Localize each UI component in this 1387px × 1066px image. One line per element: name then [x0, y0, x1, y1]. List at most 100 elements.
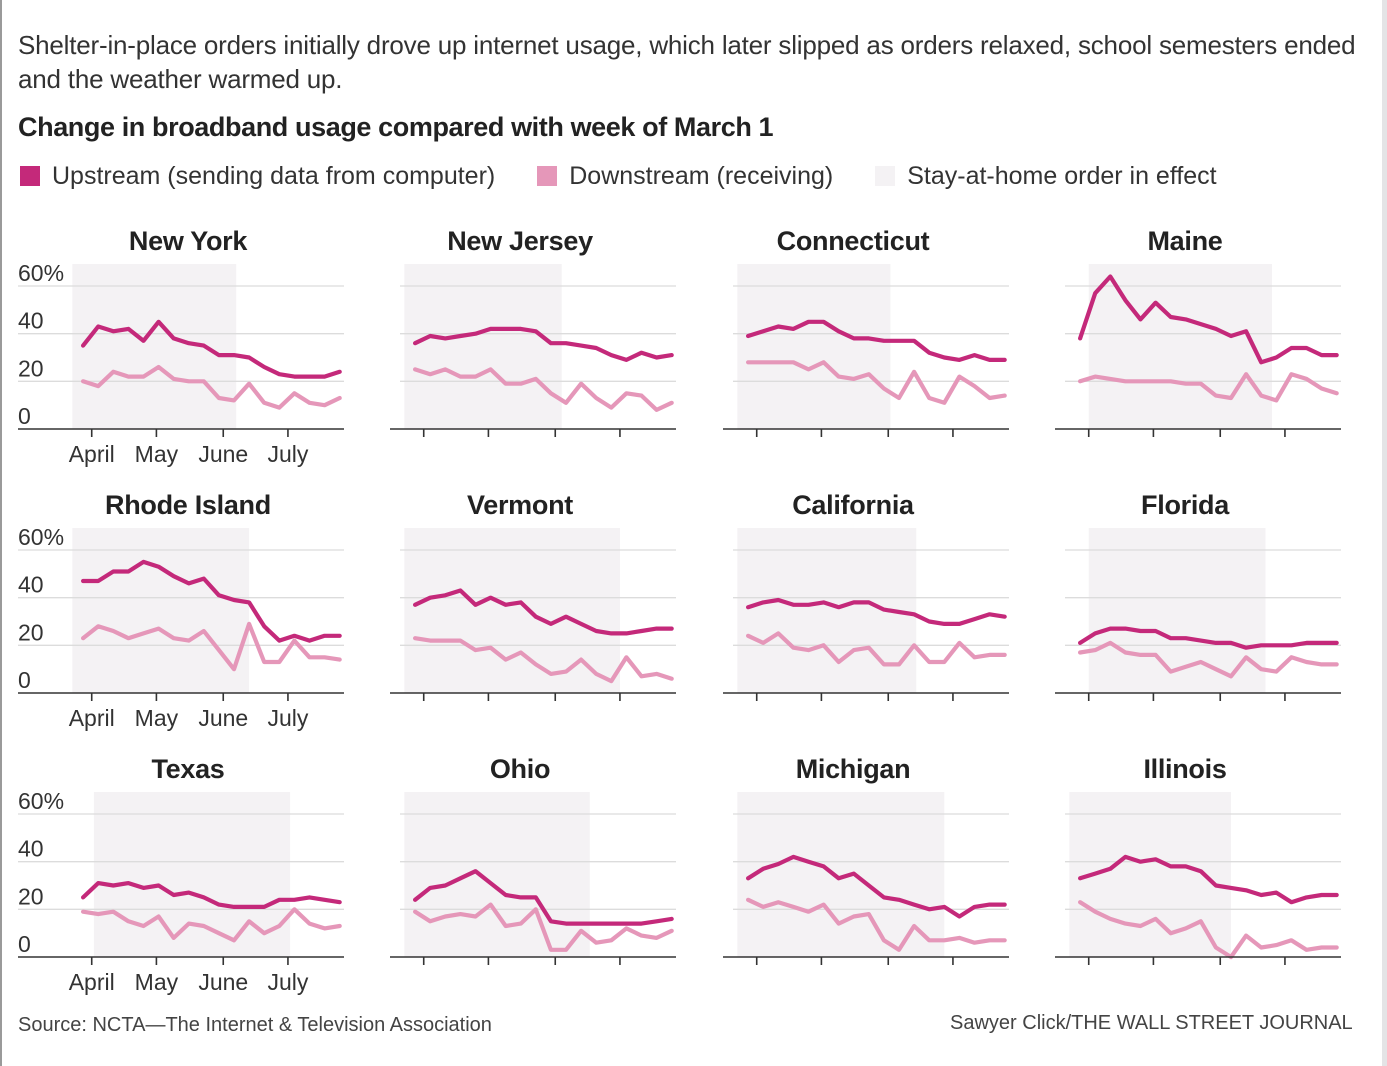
panel-title: Michigan [795, 754, 911, 784]
frame-right-border [1382, 0, 1387, 1066]
panel-title: Vermont [467, 490, 573, 520]
y-tick-label: 0 [18, 931, 31, 957]
y-tick-label: 40 [18, 308, 44, 334]
x-tick-label: June [198, 969, 248, 995]
x-tick-label: May [135, 705, 179, 731]
chart-title: Change in broadband usage compared with … [18, 112, 774, 142]
upstream-line [746, 597, 1007, 626]
stay-at-home-shade [72, 528, 250, 693]
panel-connecticut: Connecticut [683, 226, 1023, 486]
panel-michigan: Michigan [683, 754, 1023, 1014]
panel-title: Illinois [1143, 754, 1227, 784]
downstream-line [746, 897, 1007, 952]
panel-texas: Texas 0 20 40 60% April May June July [18, 754, 358, 1014]
panel-title: New York [128, 226, 248, 256]
x-tick-label: July [267, 969, 308, 995]
y-tick-label: 60% [18, 260, 64, 286]
upstream-line [81, 881, 342, 909]
legend-item-downstream: Downstream (receiving) [537, 162, 833, 191]
panel-title: New Jersey [447, 226, 593, 256]
panel-florida: Florida [1015, 490, 1355, 750]
panel-plot [1055, 528, 1341, 701]
stay-at-home-shade [404, 792, 590, 957]
panel-plot [723, 264, 1009, 437]
panel-vermont: Vermont [350, 490, 690, 750]
downstream-line [413, 367, 674, 412]
x-tick-label: June [198, 441, 248, 467]
panel-title: Connecticut [776, 226, 930, 256]
panel-plot: 0 20 40 60% April May June July [18, 260, 344, 467]
stay-at-home-shade [1088, 528, 1266, 693]
source-note: Source: NCTA—The Internet & Television A… [18, 1014, 492, 1036]
panel-illinois: Illinois [1015, 754, 1355, 1014]
panel-california: California [683, 490, 1023, 750]
legend-swatch-stay-at-home [875, 166, 896, 186]
panel-plot [390, 792, 676, 965]
panel-plot [390, 528, 676, 701]
panel-ohio: Ohio [350, 754, 690, 1014]
upstream-line [81, 559, 342, 643]
downstream-line [746, 631, 1007, 667]
legend-swatch-upstream [20, 166, 40, 186]
x-tick-label: June [198, 705, 248, 731]
downstream-line [746, 360, 1007, 405]
y-tick-label: 20 [18, 619, 44, 645]
panel-title: Texas [151, 754, 225, 784]
panel-new-jersey: New Jersey [350, 226, 690, 486]
panel-plot [1055, 264, 1341, 437]
panel-title: Ohio [489, 754, 551, 784]
y-tick-label: 0 [18, 667, 31, 693]
x-tick-label: July [267, 705, 308, 731]
stay-at-home-shade [737, 792, 945, 957]
downstream-line [81, 364, 342, 410]
downstream-line [1078, 640, 1339, 679]
panel-plot [390, 264, 676, 437]
legend-item-upstream: Upstream (sending data from computer) [20, 162, 495, 191]
downstream-line [413, 636, 674, 684]
panel-title: Rhode Island [105, 490, 271, 520]
downstream-line [81, 621, 342, 672]
stay-at-home-shade [404, 264, 562, 429]
x-tick-label: April [69, 969, 115, 995]
panel-title: California [792, 490, 914, 520]
panel-plot [723, 528, 1009, 701]
x-tick-label: April [69, 705, 115, 731]
credit-note: Sawyer Click/THE WALL STREET JOURNAL [950, 1012, 1353, 1034]
panel-rhode-island: Rhode Island 0 20 40 60% April May June July [18, 490, 358, 750]
upstream-line [746, 854, 1007, 919]
legend-label-upstream: Upstream (sending data from computer) [52, 161, 496, 190]
panel-plot [723, 792, 1009, 965]
downstream-line [413, 902, 674, 952]
y-tick-label: 20 [18, 355, 44, 381]
panel-plot [1055, 792, 1341, 965]
legend-label-stay-at-home: Stay-at-home order in effect [907, 161, 1217, 190]
upstream-line [1078, 274, 1339, 365]
downstream-line [1078, 372, 1339, 403]
stay-at-home-shade [72, 264, 237, 429]
legend-label-downstream: Downstream (receiving) [569, 161, 834, 190]
upstream-line [746, 319, 1007, 362]
panel-title: Maine [1147, 226, 1223, 256]
upstream-line [1078, 854, 1339, 905]
panel-new-york: New York 0 20 40 60% April May June July [18, 226, 358, 486]
upstream-line [413, 869, 674, 926]
stay-at-home-shade [404, 528, 620, 693]
y-tick-label: 0 [18, 403, 31, 429]
panel-plot: 0 20 40 60% April May June July [18, 524, 344, 731]
y-tick-label: 40 [18, 572, 44, 598]
x-tick-label: May [135, 969, 179, 995]
y-tick-label: 20 [18, 883, 44, 909]
y-tick-label: 40 [18, 836, 44, 862]
stay-at-home-shade [737, 264, 891, 429]
x-tick-label: April [69, 441, 115, 467]
x-tick-label: May [135, 441, 179, 467]
panel-plot: 0 20 40 60% April May June July [18, 788, 344, 995]
panel-maine: Maine [1015, 226, 1355, 486]
x-tick-label: July [267, 441, 308, 467]
upstream-line [413, 326, 674, 362]
frame-left-border [0, 0, 2, 1066]
panel-title: Florida [1141, 490, 1229, 520]
y-tick-label: 60% [18, 524, 64, 550]
intro-text: Shelter-in-place orders initially drove … [18, 30, 1356, 94]
upstream-line [1078, 626, 1339, 650]
